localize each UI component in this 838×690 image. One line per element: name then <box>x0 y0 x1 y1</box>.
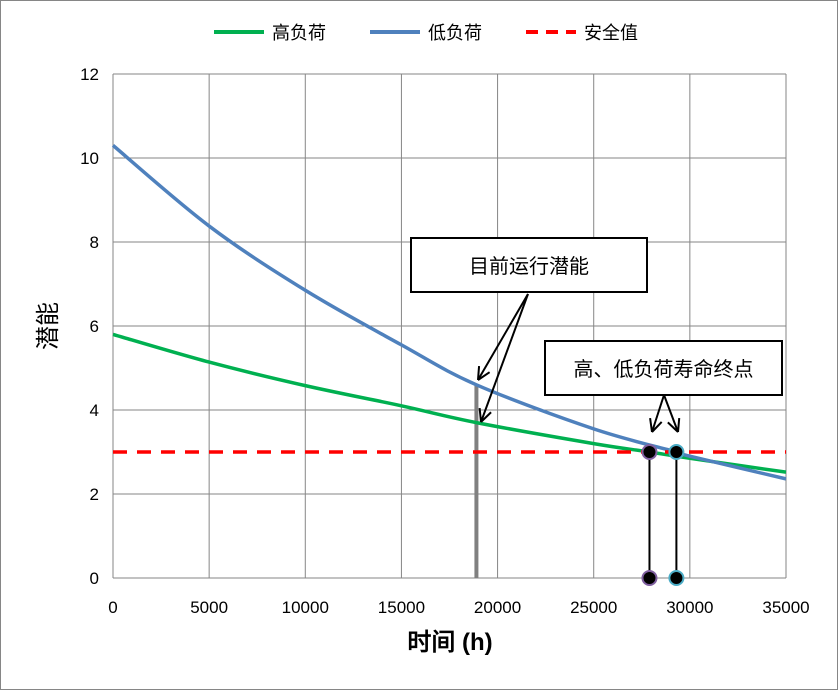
x-axis-label: 时间 (h) <box>407 629 492 656</box>
legend-label-0: 高负荷 <box>272 23 326 43</box>
arrow-head <box>478 407 482 423</box>
annotation-box <box>544 340 783 396</box>
arrow-line <box>651 394 665 433</box>
x-tick-label: 15000 <box>378 598 425 617</box>
y-tick-label: 4 <box>90 401 99 420</box>
arrow-head <box>667 421 679 433</box>
series-layer <box>111 144 787 586</box>
legend-label-1: 低负荷 <box>428 23 482 43</box>
arrow-head <box>649 417 653 433</box>
y-tick-label: 6 <box>90 317 99 336</box>
end-point-axis-marker <box>668 570 685 586</box>
annotation-text: 目前运行潜能 <box>469 255 589 278</box>
legend-label-2: 安全值 <box>584 23 638 43</box>
legend: 高负荷 低负荷 安全值 <box>214 23 638 43</box>
x-tick-label: 20000 <box>474 598 521 617</box>
x-tick-label: 25000 <box>570 598 617 617</box>
y-axis-label: 潜能 <box>35 302 62 350</box>
grid <box>112 73 787 579</box>
y-tick-label: 0 <box>90 569 99 588</box>
annotation-text: 高、低负荷寿命终点 <box>574 358 754 381</box>
arrow-head <box>477 371 491 381</box>
arrow-line <box>480 293 529 423</box>
arrow-head <box>480 411 492 423</box>
end-point-marker <box>641 444 658 460</box>
y-tick-label: 12 <box>80 65 99 84</box>
end-point-marker <box>668 444 685 460</box>
arrow-head <box>677 417 681 433</box>
annotation-box <box>410 237 648 293</box>
x-tick-label: 35000 <box>762 598 809 617</box>
y-tick-label: 8 <box>90 233 99 252</box>
x-tick-label: 5000 <box>190 598 228 617</box>
arrow-line <box>663 394 679 433</box>
arrow-head <box>651 421 663 433</box>
arrow-head <box>477 365 481 381</box>
y-tick-label: 10 <box>80 149 99 168</box>
x-tick-label: 0 <box>108 598 117 617</box>
x-tick-label: 30000 <box>666 598 713 617</box>
arrow-line <box>477 293 529 381</box>
tick-labels: 0 5000 10000 15000 20000 25000 30000 35000 0 2 4 6 8… <box>80 65 810 617</box>
x-tick-label: 10000 <box>282 598 329 617</box>
end-point-axis-marker <box>641 570 658 586</box>
y-tick-label: 2 <box>90 485 99 504</box>
